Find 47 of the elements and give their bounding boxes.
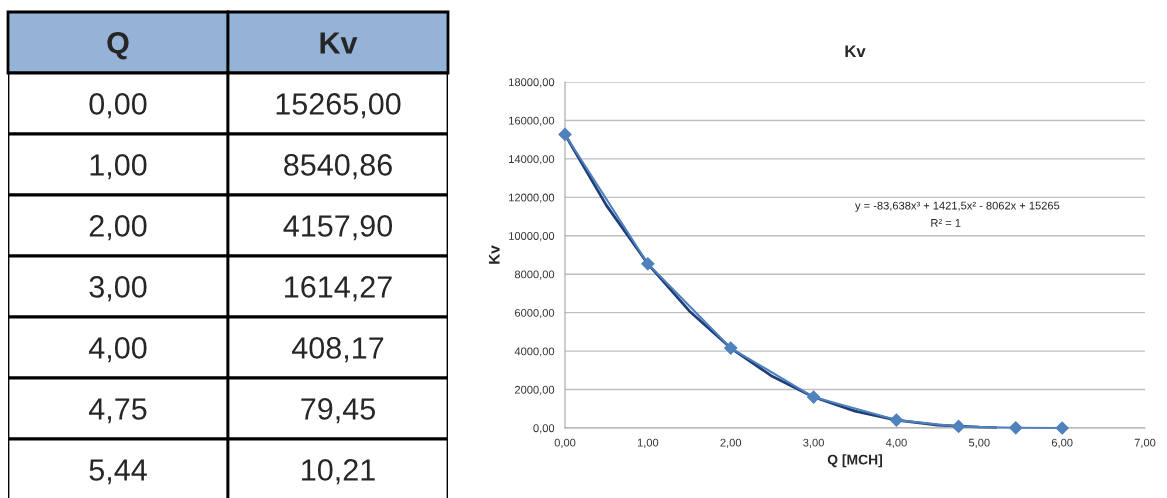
point (1009, 421, 1023, 435)
point (641, 257, 655, 271)
y-tick-label: 2000,00 (514, 385, 555, 395)
x-tick-label: 3,00 (803, 438, 824, 448)
chart-title: Kv (845, 45, 866, 57)
x-tick-label: 2,00 (720, 438, 742, 448)
text: 79,45 (301, 398, 375, 424)
text: 4,00 (88, 337, 147, 363)
text: 3,00 (89, 276, 147, 302)
x-tick-label: 5,00 (968, 438, 990, 448)
point (806, 390, 821, 404)
y-tick-label: 6000,00 (514, 308, 555, 319)
text: 10,21 (302, 459, 375, 485)
y-axis-title: Kv (489, 245, 500, 264)
text: Kv (320, 32, 358, 54)
text: 8540,86 (284, 154, 392, 180)
annotation: y = -83,638x³ + 1421,5x² - 8062x + 15265 (855, 201, 1060, 212)
text: 2,00 (89, 215, 147, 241)
text: 0,00 (89, 93, 147, 119)
y-tick-label: 4000,00 (514, 347, 555, 357)
x-tick-label: 1,00 (637, 438, 659, 448)
y-tick-label: 18000,00 (509, 78, 555, 88)
text: 15265,00 (276, 93, 401, 119)
text: 5,44 (89, 459, 147, 485)
point (724, 341, 738, 355)
point (889, 413, 904, 427)
text: 4,75 (88, 398, 147, 424)
x-axis-title: Q [MCH] (827, 454, 882, 468)
x-tick-label: 0,00 (554, 438, 576, 448)
y-tick-label: 12000,00 (509, 193, 555, 203)
text: Q (107, 32, 129, 60)
annotation: R² = 1 (931, 219, 961, 227)
text: 1,00 (90, 154, 147, 180)
text: 1614,27 (285, 276, 392, 302)
x-tick-label: 7,00 (1134, 438, 1156, 448)
y-tick-label: 10000,00 (509, 232, 555, 242)
y-tick-label: 0,00 (533, 424, 555, 434)
point (1055, 421, 1069, 435)
text: 4157,90 (283, 215, 393, 241)
y-tick-label: 16000,00 (509, 116, 555, 126)
text: 408,17 (291, 337, 384, 363)
point (558, 127, 572, 142)
x-tick-label: 6,00 (1051, 438, 1073, 448)
x-tick-label: 4,00 (885, 438, 907, 448)
y-tick-label: 14000,00 (509, 155, 555, 165)
y-tick-label: 8000,00 (514, 270, 555, 280)
point (951, 419, 966, 434)
